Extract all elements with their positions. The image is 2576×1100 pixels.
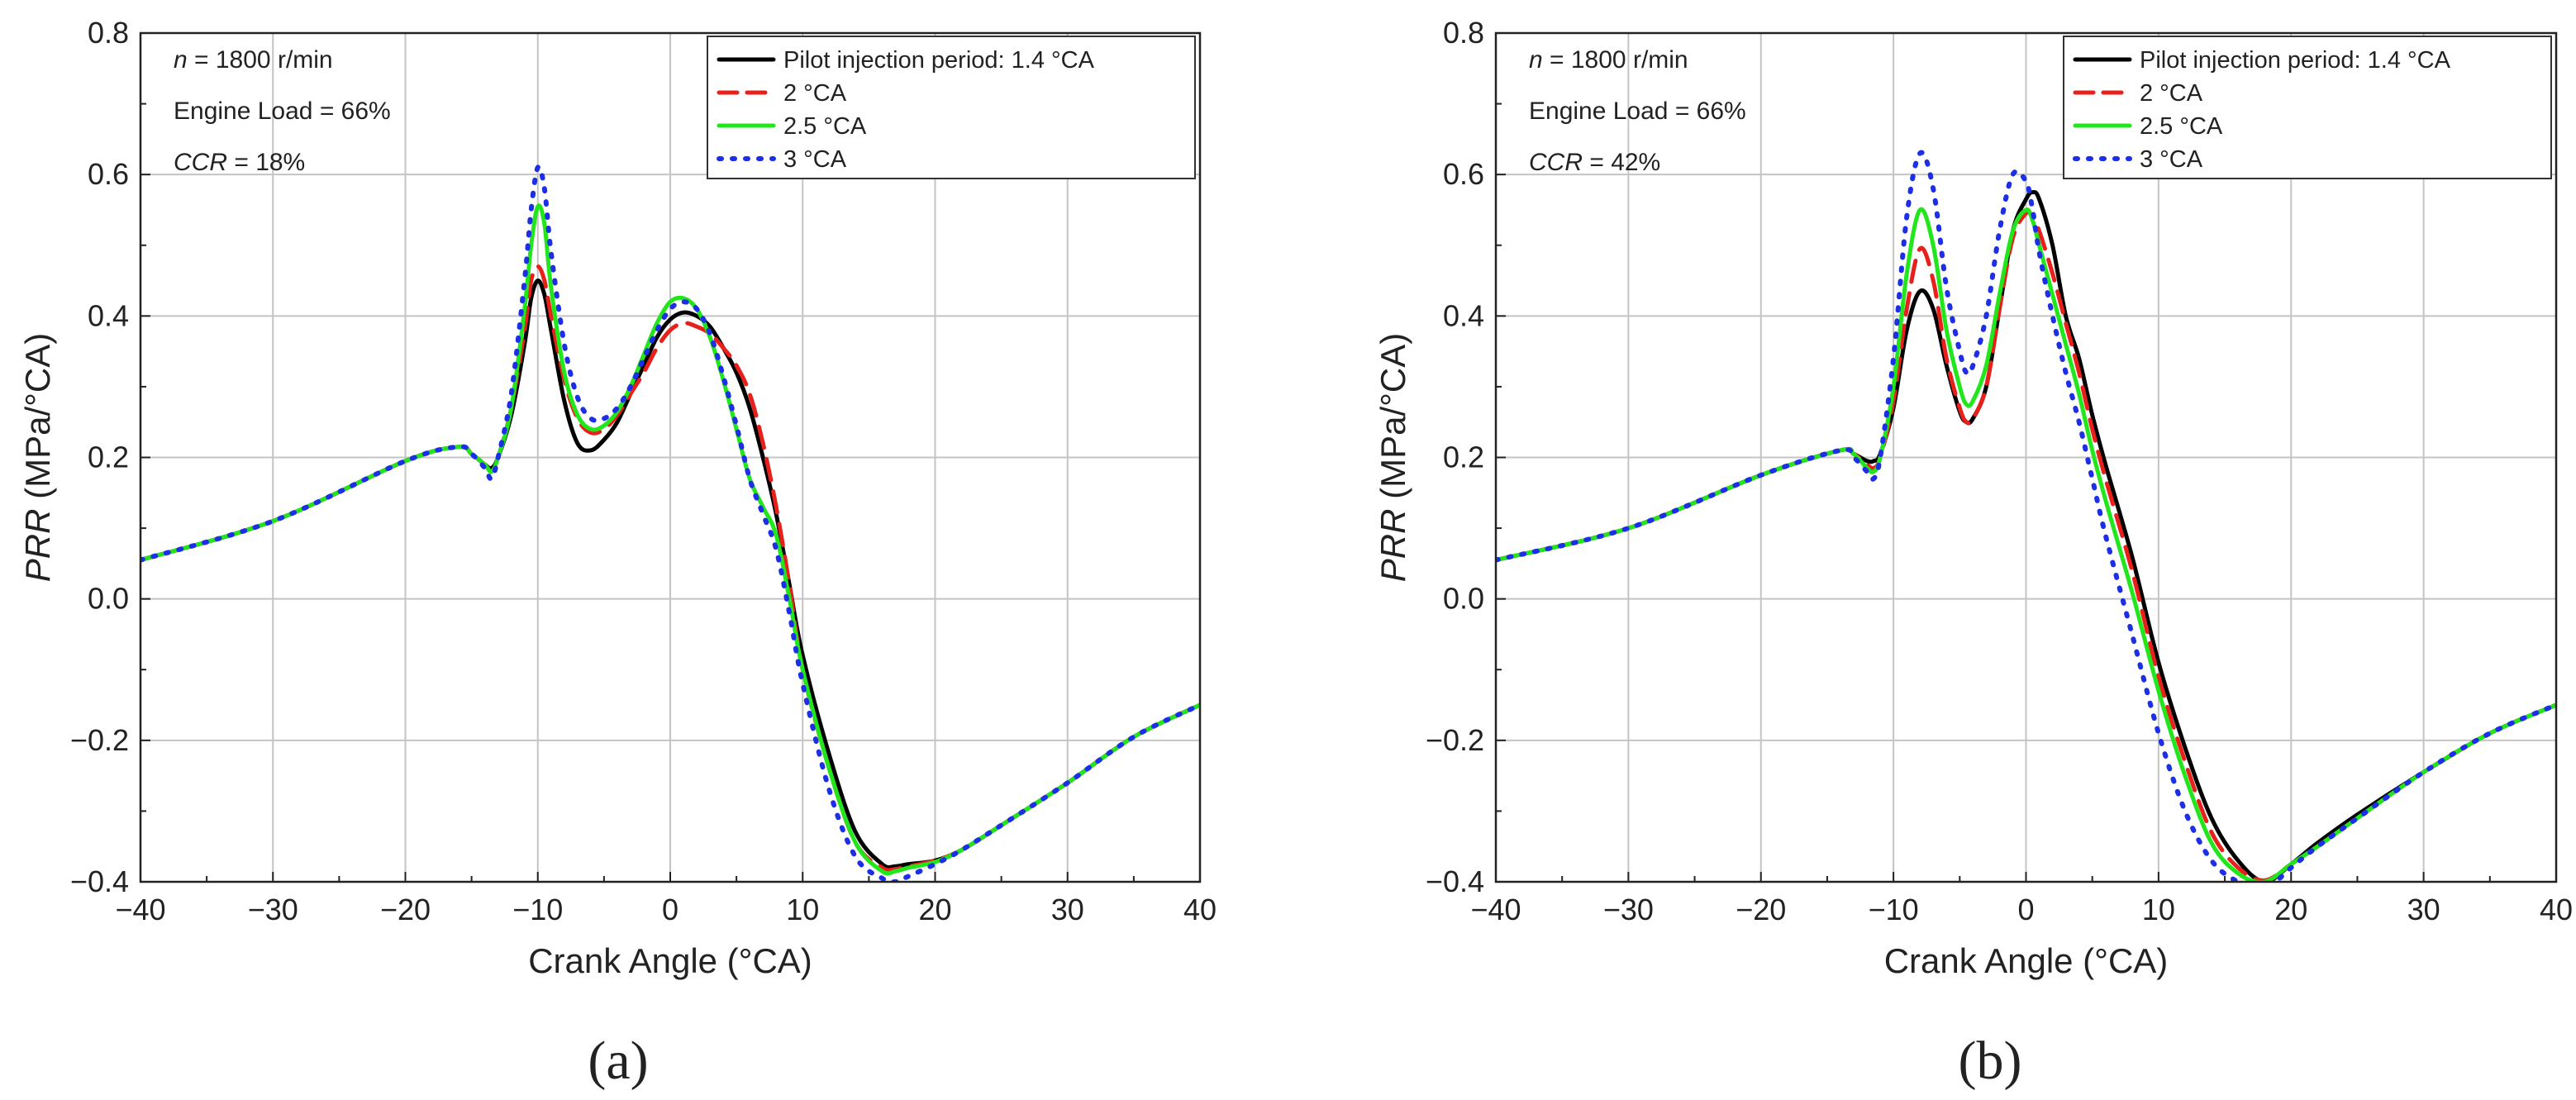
x-tick-label: −20	[380, 893, 431, 926]
y-tick-label: 0.0	[1443, 582, 1484, 616]
legend-box	[707, 36, 1196, 179]
legend-label-1: Pilot injection period: 1.4 °CA	[783, 47, 1095, 74]
chart-panel-b: −40 −30 −20 −10 0 10 20 30 40 −0.4 −0.2 0.0 0.2 0.4 0.…	[1374, 16, 2573, 980]
series-line-4	[1496, 150, 2556, 882]
x-tick-label: −30	[248, 893, 298, 926]
y-tick-label: 0.0	[88, 582, 129, 616]
y-tick-label: −0.2	[1426, 723, 1484, 757]
plot-frame	[1494, 31, 2558, 883]
legend-label-2: 2 °CA	[2140, 80, 2203, 107]
annotation-2: Engine Load = 66%	[174, 98, 391, 125]
legend: Pilot injection period: 1.4 °CA 2 °CA 2.5 …	[2063, 36, 2552, 179]
panel-label-a: (a)	[588, 1031, 648, 1091]
legend-label-2: 2 °CA	[783, 80, 847, 107]
y-tick-label: 0.2	[88, 440, 129, 474]
x-tick-label: 0	[662, 893, 679, 926]
x-tick-label: 10	[2142, 893, 2175, 926]
series-line-3	[1496, 207, 2556, 882]
annotation-3: CCR = 18%	[174, 149, 305, 176]
annotation-1: n = 1800 r/min	[1529, 46, 1688, 74]
y-tick-label: 0.8	[1443, 16, 1484, 50]
x-tick-label: 40	[1183, 893, 1217, 926]
y-tick-label: −0.4	[70, 864, 129, 898]
x-tick-label: 40	[2540, 893, 2573, 926]
x-tick-label: −20	[1736, 893, 1786, 926]
legend-box	[2063, 36, 2552, 179]
x-tick-label: −40	[115, 893, 165, 926]
x-axis-title: Crank Angle (°CA)	[528, 941, 812, 980]
legend-label-4: 3 °CA	[783, 146, 847, 173]
x-tick-label: 0	[2017, 893, 2034, 926]
annotation-1: n = 1800 r/min	[174, 46, 333, 74]
chart-panel-a: −40 −30 −20 −10 0 10 20 30 40 −0.4 −0.2 0.0 0.2 0.4 0.…	[18, 16, 1217, 980]
legend-label-3: 2.5 °CA	[2140, 113, 2223, 140]
x-axis-title: Crank Angle (°CA)	[1884, 941, 2169, 980]
legend-label-4: 3 °CA	[2140, 146, 2203, 173]
y-tick-label: 0.4	[1443, 298, 1484, 332]
y-tick-label: −0.2	[70, 723, 129, 757]
series-group	[140, 164, 1200, 882]
annotation-2: Engine Load = 66%	[1529, 98, 1746, 125]
grid	[1496, 33, 2556, 882]
y-tick-label: 0.4	[88, 298, 129, 332]
y-axis-title: PRR (MPa/°CA)	[18, 333, 57, 583]
y-tick-label: 0.8	[88, 16, 129, 50]
x-tick-label: −30	[1603, 893, 1654, 926]
plot-frame	[139, 31, 1202, 883]
legend-label-1: Pilot injection period: 1.4 °CA	[2140, 47, 2451, 74]
x-tick-label: −10	[512, 893, 563, 926]
series-line-4	[140, 164, 1200, 882]
series-line-2	[1496, 210, 2556, 882]
annotation-3: CCR = 42%	[1529, 149, 1660, 176]
y-tick-label: −0.4	[1426, 864, 1484, 898]
series-line-1	[1496, 189, 2556, 882]
x-tick-label: 10	[786, 893, 819, 926]
panel-label-b: (b)	[1959, 1031, 2022, 1091]
x-tick-label: 30	[2407, 893, 2440, 926]
x-tick-label: −10	[1869, 893, 1919, 926]
x-tick-label: 30	[1051, 893, 1084, 926]
y-tick-label: 0.6	[88, 157, 129, 191]
legend: Pilot injection period: 1.4 °CA 2 °CA 2.5 …	[707, 36, 1196, 179]
y-tick-label: 0.6	[1443, 157, 1484, 191]
x-tick-label: 20	[918, 893, 951, 926]
x-tick-label: −40	[1470, 893, 1521, 926]
x-tick-label: 20	[2274, 893, 2307, 926]
legend-label-3: 2.5 °CA	[783, 113, 867, 140]
y-tick-label: 0.2	[1443, 440, 1484, 474]
y-axis-title: PRR (MPa/°CA)	[1374, 333, 1412, 583]
series-group	[1496, 150, 2556, 882]
